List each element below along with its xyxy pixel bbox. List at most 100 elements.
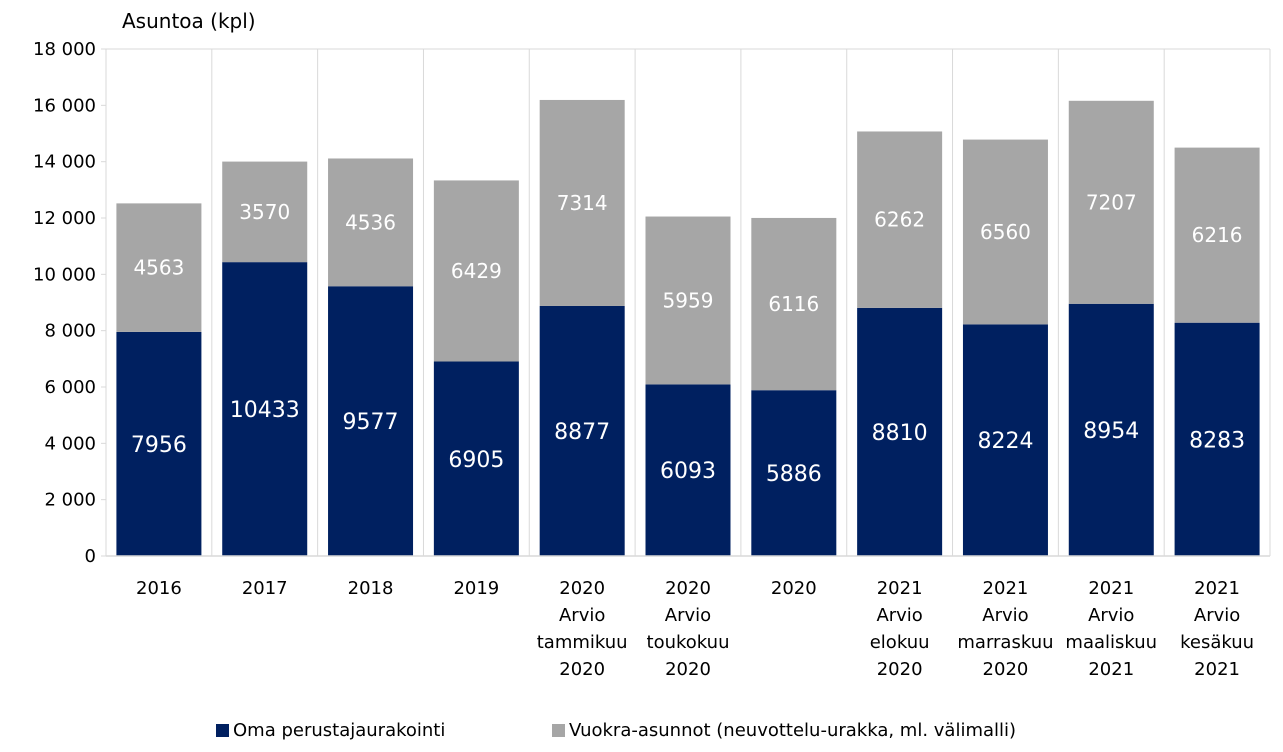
- bar-6-vuokra: [751, 217, 837, 391]
- x-tick-label-10: 2021 Arvio kesäkuu 2021: [1180, 578, 1254, 680]
- bar-0-oma: [116, 331, 202, 556]
- x-tick-label-9: 2021 Arvio maaliskuu 2021: [1065, 578, 1157, 680]
- bar-9-vuokra: [1068, 100, 1154, 304]
- bar-6-oma: [751, 390, 837, 556]
- bar-8-vuokra: [962, 139, 1048, 325]
- x-tick-label-line: 2016: [136, 578, 182, 599]
- legend-item-1: Vuokra-asunnot (neuvottelu-urakka, ml. v…: [552, 720, 1016, 741]
- data-label-vuokra-9: 7207: [1086, 190, 1137, 214]
- x-tick-label-3: 2019: [453, 578, 499, 599]
- data-label-oma-1: 10433: [230, 398, 300, 423]
- y-axis-title: Asuntoa (kpl): [122, 9, 256, 33]
- data-label-vuokra-5: 5959: [663, 288, 714, 312]
- x-tick-label-line: Arvio: [665, 605, 711, 626]
- x-tick-label-5: 2020 Arvio toukokuu 2020: [647, 578, 730, 680]
- data-label-vuokra-2: 4536: [345, 210, 396, 234]
- legend-item-0: Oma perustajaurakointi: [216, 720, 445, 741]
- data-label-oma-6: 5886: [766, 462, 822, 487]
- x-tick-label-line: 2020: [665, 578, 711, 599]
- legend-swatch-1: [552, 724, 565, 737]
- data-label-vuokra-10: 6216: [1192, 223, 1243, 247]
- legend-label-1: Vuokra-asunnot (neuvottelu-urakka, ml. v…: [569, 720, 1017, 741]
- y-tick-label: 8 000: [44, 321, 96, 342]
- x-tick-label-line: 2021: [1088, 659, 1134, 680]
- data-label-vuokra-8: 6560: [980, 220, 1031, 244]
- x-tick-label-line: kesäkuu: [1180, 632, 1254, 653]
- data-label-vuokra-3: 6429: [451, 259, 502, 283]
- data-label-oma-4: 8877: [554, 420, 610, 445]
- data-label-vuokra-4: 7314: [557, 191, 608, 215]
- data-label-oma-7: 8810: [872, 421, 928, 446]
- bar-3-oma: [433, 361, 519, 556]
- x-tick-label-line: maaliskuu: [1065, 632, 1157, 653]
- x-tick-label-line: Arvio: [559, 605, 605, 626]
- data-label-oma-2: 9577: [343, 410, 399, 435]
- bar-10-vuokra: [1174, 147, 1260, 323]
- x-tick-label-line: 2021: [1194, 578, 1240, 599]
- x-tick-label-line: Arvio: [1088, 605, 1134, 626]
- legend-label-0: Oma perustajaurakointi: [233, 720, 446, 741]
- bar-3-vuokra: [433, 180, 519, 362]
- x-tick-label-line: 2017: [242, 578, 288, 599]
- bar-9-oma: [1068, 303, 1154, 556]
- bar-7-oma: [857, 307, 943, 556]
- bar-1-vuokra: [222, 161, 308, 263]
- data-label-oma-0: 7956: [131, 433, 187, 458]
- x-tick-label-line: 2020: [559, 578, 605, 599]
- legend-swatch-0: [216, 724, 229, 737]
- bar-8-oma: [962, 324, 1048, 556]
- x-tick-label-line: 2020: [771, 578, 817, 599]
- data-label-oma-9: 8954: [1083, 419, 1139, 444]
- x-tick-label-line: 2020: [983, 659, 1029, 680]
- x-tick-label-8: 2021 Arvio marraskuu 2020: [957, 578, 1053, 680]
- y-tick-label: 4 000: [44, 433, 96, 454]
- bar-4-vuokra: [539, 99, 625, 306]
- x-tick-label-line: elokuu: [870, 632, 930, 653]
- x-tick-label-line: 2019: [453, 578, 499, 599]
- x-tick-label-0: 2016: [136, 578, 182, 599]
- legend: Oma perustajaurakointi Vuokra-asunnot (n…: [0, 720, 1283, 744]
- data-label-oma-10: 8283: [1189, 428, 1245, 453]
- x-tick-label-line: toukokuu: [647, 632, 730, 653]
- data-label-oma-8: 8224: [977, 429, 1033, 454]
- x-tick-label-line: 2020: [559, 659, 605, 680]
- x-tick-label-1: 2017: [242, 578, 288, 599]
- x-tick-label-line: 2021: [877, 578, 923, 599]
- bar-7-vuokra: [857, 131, 943, 308]
- data-label-vuokra-1: 3570: [239, 200, 290, 224]
- data-label-vuokra-6: 6116: [768, 292, 819, 316]
- x-tick-label-line: 2021: [1088, 578, 1134, 599]
- bar-2-vuokra: [328, 158, 414, 287]
- y-tick-label: 18 000: [33, 39, 96, 60]
- bar-5-oma: [645, 384, 731, 556]
- data-label-oma-3: 6905: [448, 448, 504, 473]
- bar-10-oma: [1174, 322, 1260, 556]
- x-tick-label-6: 2020: [771, 578, 817, 599]
- x-tick-label-line: tammikuu: [537, 632, 628, 653]
- x-tick-label-line: 2021: [1194, 659, 1240, 680]
- x-tick-label-line: Arvio: [1194, 605, 1240, 626]
- x-tick-label-4: 2020 Arvio tammikuu 2020: [537, 578, 628, 680]
- bar-1-oma: [222, 262, 308, 556]
- y-tick-label: 2 000: [44, 490, 96, 511]
- y-tick-label: 0: [85, 546, 96, 567]
- bar-0-vuokra: [116, 203, 202, 332]
- x-tick-label-line: marraskuu: [957, 632, 1053, 653]
- x-tick-label-line: 2020: [877, 659, 923, 680]
- data-label-vuokra-0: 4563: [133, 256, 184, 280]
- bar-2-oma: [328, 286, 414, 556]
- bar-5-vuokra: [645, 216, 731, 385]
- data-label-vuokra-7: 6262: [874, 208, 925, 232]
- y-tick-label: 10 000: [33, 264, 96, 285]
- data-label-oma-5: 6093: [660, 459, 716, 484]
- x-tick-label-line: Arvio: [876, 605, 922, 626]
- x-tick-label-7: 2021 Arvio elokuu 2020: [870, 578, 930, 680]
- y-tick-label: 12 000: [33, 208, 96, 229]
- x-tick-label-line: 2020: [665, 659, 711, 680]
- x-tick-label-line: 2018: [348, 578, 394, 599]
- x-tick-label-2: 2018: [348, 578, 394, 599]
- y-tick-label: 16 000: [33, 95, 96, 116]
- bar-4-oma: [539, 305, 625, 556]
